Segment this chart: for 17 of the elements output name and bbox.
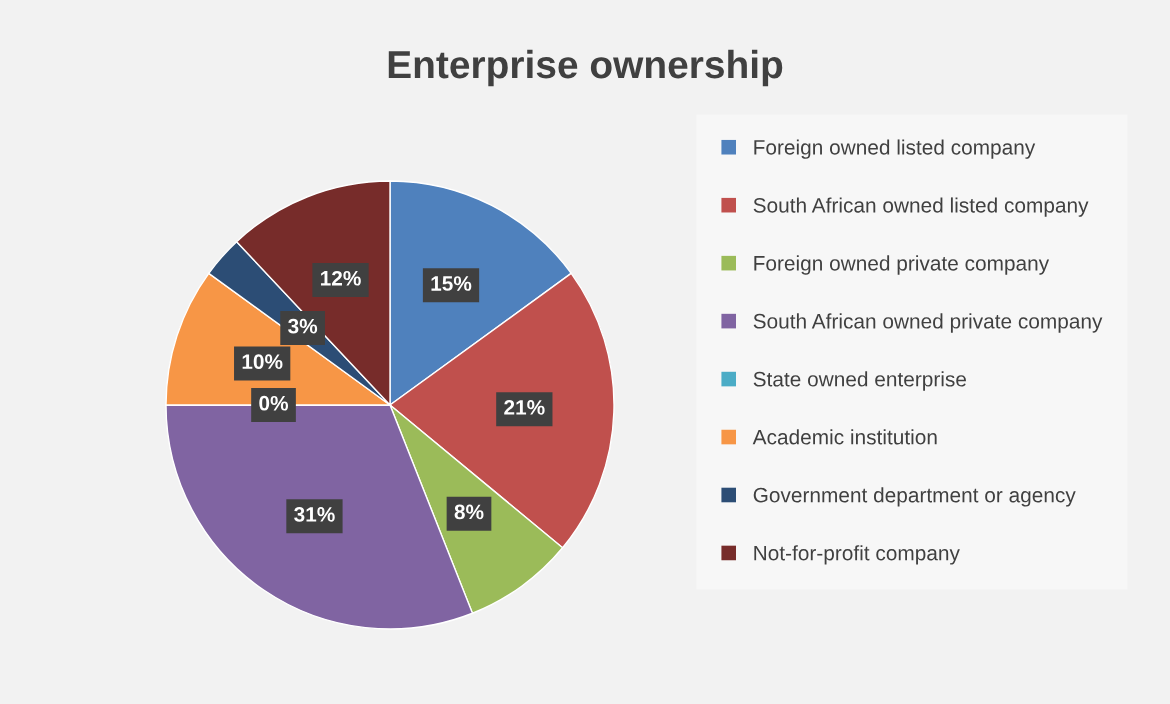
data-label: 12%: [320, 270, 361, 286]
legend-label: South African owned private company: [753, 313, 1103, 333]
legend-label: South African owned listed company: [753, 197, 1089, 217]
data-label: 15%: [431, 276, 472, 291]
chart-title: Enterprise ownership: [388, 49, 783, 87]
text: 0%: [259, 395, 289, 411]
data-label: 31%: [294, 507, 335, 522]
data-label: 10%: [242, 354, 283, 370]
legend-label: Foreign owned listed company: [754, 139, 1036, 159]
legend-label: Not-for-profit company: [754, 545, 960, 565]
legend-label: Foreign owned private company: [754, 255, 1050, 275]
data-label: 8%: [454, 504, 484, 520]
data-label: 3%: [288, 318, 318, 334]
data-label: 21%: [504, 400, 545, 415]
legend-label: State owned enterprise: [753, 371, 966, 391]
legend-label: Academic institution: [752, 429, 937, 445]
legend-label: Government department or agency: [753, 487, 1076, 507]
